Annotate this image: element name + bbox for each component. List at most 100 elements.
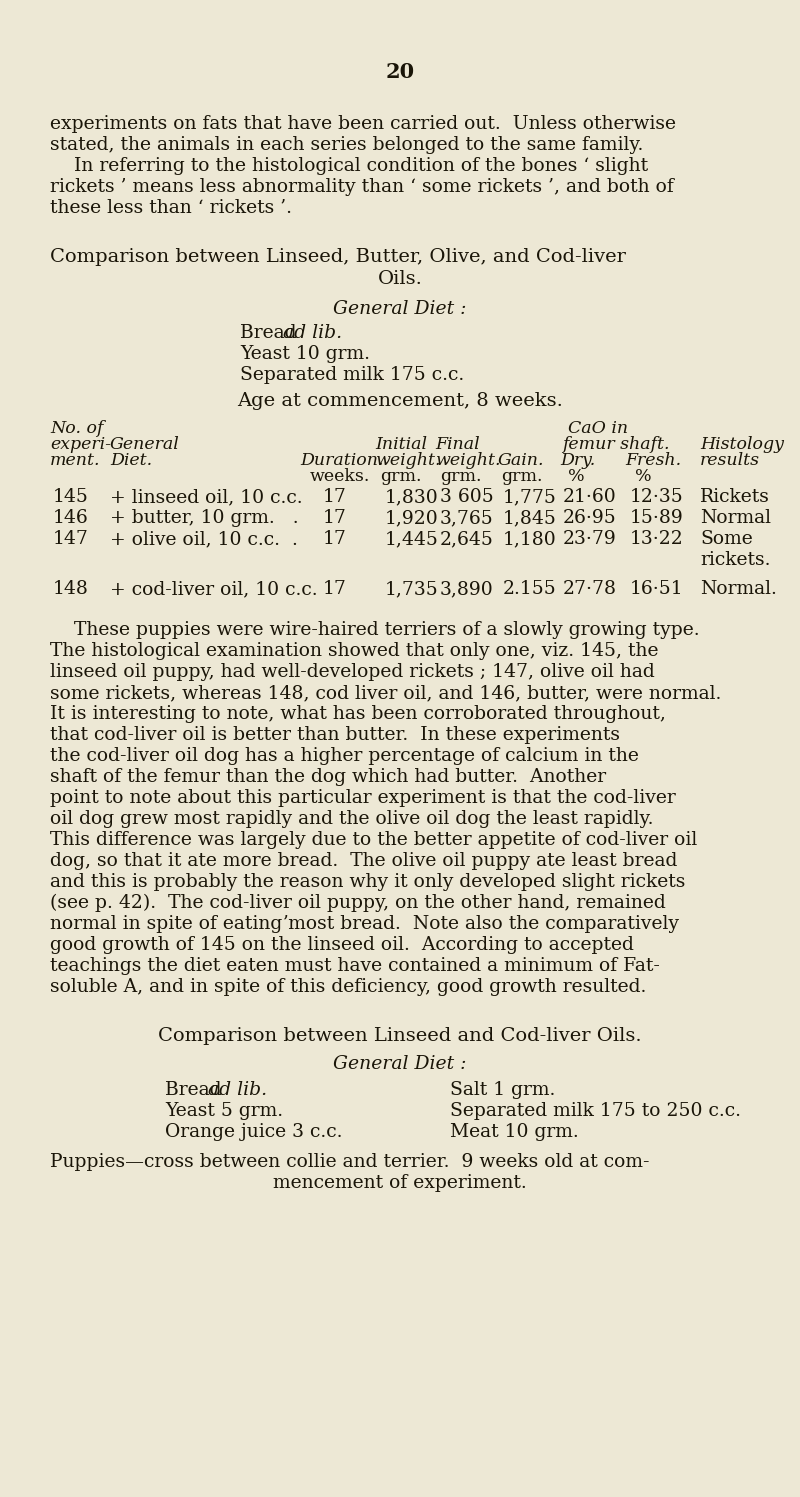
Text: grm.: grm. — [501, 469, 542, 485]
Text: Histology: Histology — [700, 436, 784, 454]
Text: + linseed oil, 10 c.c.: + linseed oil, 10 c.c. — [110, 488, 302, 506]
Text: 17: 17 — [323, 530, 347, 548]
Text: grm.: grm. — [380, 469, 422, 485]
Text: The histological examination showed that only one, viz. 145, the: The histological examination showed that… — [50, 642, 658, 660]
Text: ad lib.: ad lib. — [283, 323, 342, 341]
Text: Orange juice 3 c.c.: Orange juice 3 c.c. — [165, 1123, 342, 1141]
Text: Salt 1 grm.: Salt 1 grm. — [450, 1081, 555, 1099]
Text: Separated milk 175 c.c.: Separated milk 175 c.c. — [240, 365, 464, 385]
Text: Dry.: Dry. — [560, 452, 595, 469]
Text: 1,445: 1,445 — [385, 530, 439, 548]
Text: 17: 17 — [323, 509, 347, 527]
Text: Meat 10 grm.: Meat 10 grm. — [450, 1123, 578, 1141]
Text: 12·35: 12·35 — [630, 488, 684, 506]
Text: 20: 20 — [386, 61, 414, 82]
Text: Gain.: Gain. — [498, 452, 545, 469]
Text: ment.: ment. — [50, 452, 101, 469]
Text: and this is probably the reason why it only developed slight rickets: and this is probably the reason why it o… — [50, 873, 686, 891]
Text: some rickets, whereas 148, cod liver oil, and 146, butter, were normal.: some rickets, whereas 148, cod liver oil… — [50, 684, 722, 702]
Text: 1,180: 1,180 — [503, 530, 557, 548]
Text: 26·95: 26·95 — [563, 509, 617, 527]
Text: CaO in: CaO in — [568, 421, 628, 437]
Text: 1,775: 1,775 — [503, 488, 557, 506]
Text: %: % — [568, 469, 585, 485]
Text: oil dog grew most rapidly and the olive oil dog the least rapidly.: oil dog grew most rapidly and the olive … — [50, 810, 654, 828]
Text: It is interesting to note, what has been corroborated throughout,: It is interesting to note, what has been… — [50, 705, 666, 723]
Text: femur shaft.: femur shaft. — [562, 436, 670, 454]
Text: + cod-liver oil, 10 c.c.: + cod-liver oil, 10 c.c. — [110, 579, 318, 597]
Text: 16·51: 16·51 — [630, 579, 684, 597]
Text: 15·89: 15·89 — [630, 509, 684, 527]
Text: results: results — [700, 452, 760, 469]
Text: Final: Final — [435, 436, 480, 454]
Text: teachings the diet eaten must have contained a minimum of Fat-: teachings the diet eaten must have conta… — [50, 957, 660, 975]
Text: weight.: weight. — [375, 452, 441, 469]
Text: This difference was largely due to the better appetite of cod-liver oil: This difference was largely due to the b… — [50, 831, 698, 849]
Text: %: % — [635, 469, 652, 485]
Text: 2,645: 2,645 — [440, 530, 494, 548]
Text: linseed oil puppy, had well-developed rickets ; 147, olive oil had: linseed oil puppy, had well-developed ri… — [50, 663, 654, 681]
Text: point to note about this particular experiment is that the cod-liver: point to note about this particular expe… — [50, 789, 676, 807]
Text: 17: 17 — [323, 579, 347, 597]
Text: Normal: Normal — [700, 509, 771, 527]
Text: normal in spite of eatingʼmost bread.  Note also the comparatively: normal in spite of eatingʼmost bread. No… — [50, 915, 679, 933]
Text: mencement of experiment.: mencement of experiment. — [273, 1174, 527, 1192]
Text: Separated milk 175 to 250 c.c.: Separated milk 175 to 250 c.c. — [450, 1102, 741, 1120]
Text: Bread: Bread — [165, 1081, 227, 1099]
Text: Diet.: Diet. — [110, 452, 152, 469]
Text: rickets ’ means less abnormality than ‘ some rickets ’, and both of: rickets ’ means less abnormality than ‘ … — [50, 178, 674, 196]
Text: (see p. 42).  The cod-liver oil puppy, on the other hand, remained: (see p. 42). The cod-liver oil puppy, on… — [50, 894, 666, 912]
Text: 2.155: 2.155 — [503, 579, 557, 597]
Text: experiments on fats that have been carried out.  Unless otherwise: experiments on fats that have been carri… — [50, 115, 676, 133]
Text: that cod-liver oil is better than butter.  In these experiments: that cod-liver oil is better than butter… — [50, 726, 620, 744]
Text: Yeast 10 grm.: Yeast 10 grm. — [240, 344, 370, 362]
Text: grm.: grm. — [440, 469, 482, 485]
Text: In referring to the histological condition of the bones ‘ slight: In referring to the histological conditi… — [50, 157, 648, 175]
Text: General: General — [110, 436, 180, 454]
Text: No. of: No. of — [50, 421, 103, 437]
Text: These puppies were wire-haired terriers of a slowly growing type.: These puppies were wire-haired terriers … — [50, 621, 700, 639]
Text: Age at commencement, 8 weeks.: Age at commencement, 8 weeks. — [237, 392, 563, 410]
Text: Duration.: Duration. — [300, 452, 383, 469]
Text: Comparison between Linseed, Butter, Olive, and Cod-liver: Comparison between Linseed, Butter, Oliv… — [50, 249, 626, 266]
Text: 3,890: 3,890 — [440, 579, 494, 597]
Text: Comparison between Linseed and Cod-liver Oils.: Comparison between Linseed and Cod-liver… — [158, 1027, 642, 1045]
Text: Normal.: Normal. — [700, 579, 777, 597]
Text: 148: 148 — [53, 579, 89, 597]
Text: these less than ‘ rickets ’.: these less than ‘ rickets ’. — [50, 199, 292, 217]
Text: Rickets: Rickets — [700, 488, 770, 506]
Text: 17: 17 — [323, 488, 347, 506]
Text: 146: 146 — [53, 509, 89, 527]
Text: General Diet :: General Diet : — [334, 299, 466, 317]
Text: ad lib.: ad lib. — [208, 1081, 267, 1099]
Text: 1,845: 1,845 — [503, 509, 557, 527]
Text: Yeast 5 grm.: Yeast 5 grm. — [165, 1102, 283, 1120]
Text: the cod-liver oil dog has a higher percentage of calcium in the: the cod-liver oil dog has a higher perce… — [50, 747, 639, 765]
Text: dog, so that it ate more bread.  The olive oil puppy ate least bread: dog, so that it ate more bread. The oliv… — [50, 852, 678, 870]
Text: Fresh.: Fresh. — [625, 452, 681, 469]
Text: + olive oil, 10 c.c.  .: + olive oil, 10 c.c. . — [110, 530, 298, 548]
Text: stated, the animals in each series belonged to the same family.: stated, the animals in each series belon… — [50, 136, 643, 154]
Text: rickets.: rickets. — [700, 551, 770, 569]
Text: good growth of 145 on the linseed oil.  According to accepted: good growth of 145 on the linseed oil. A… — [50, 936, 634, 954]
Text: Bread: Bread — [240, 323, 302, 341]
Text: experi-: experi- — [50, 436, 111, 454]
Text: Some: Some — [700, 530, 753, 548]
Text: soluble A, and in spite of this deficiency, good growth resulted.: soluble A, and in spite of this deficien… — [50, 978, 646, 996]
Text: shaft of the femur than the dog which had butter.  Another: shaft of the femur than the dog which ha… — [50, 768, 606, 786]
Text: 27·78: 27·78 — [563, 579, 617, 597]
Text: 1,735: 1,735 — [385, 579, 438, 597]
Text: 1,830: 1,830 — [385, 488, 438, 506]
Text: weeks.: weeks. — [310, 469, 370, 485]
Text: 13·22: 13·22 — [630, 530, 684, 548]
Text: weight.: weight. — [435, 452, 501, 469]
Text: 145: 145 — [53, 488, 89, 506]
Text: Initial: Initial — [375, 436, 427, 454]
Text: Oils.: Oils. — [378, 269, 422, 287]
Text: Puppies—cross between collie and terrier.  9 weeks old at com-: Puppies—cross between collie and terrier… — [50, 1153, 650, 1171]
Text: + butter, 10 grm.   .: + butter, 10 grm. . — [110, 509, 298, 527]
Text: General Diet :: General Diet : — [334, 1055, 466, 1073]
Text: 147: 147 — [53, 530, 89, 548]
Text: 21·60: 21·60 — [563, 488, 617, 506]
Text: 1,920: 1,920 — [385, 509, 438, 527]
